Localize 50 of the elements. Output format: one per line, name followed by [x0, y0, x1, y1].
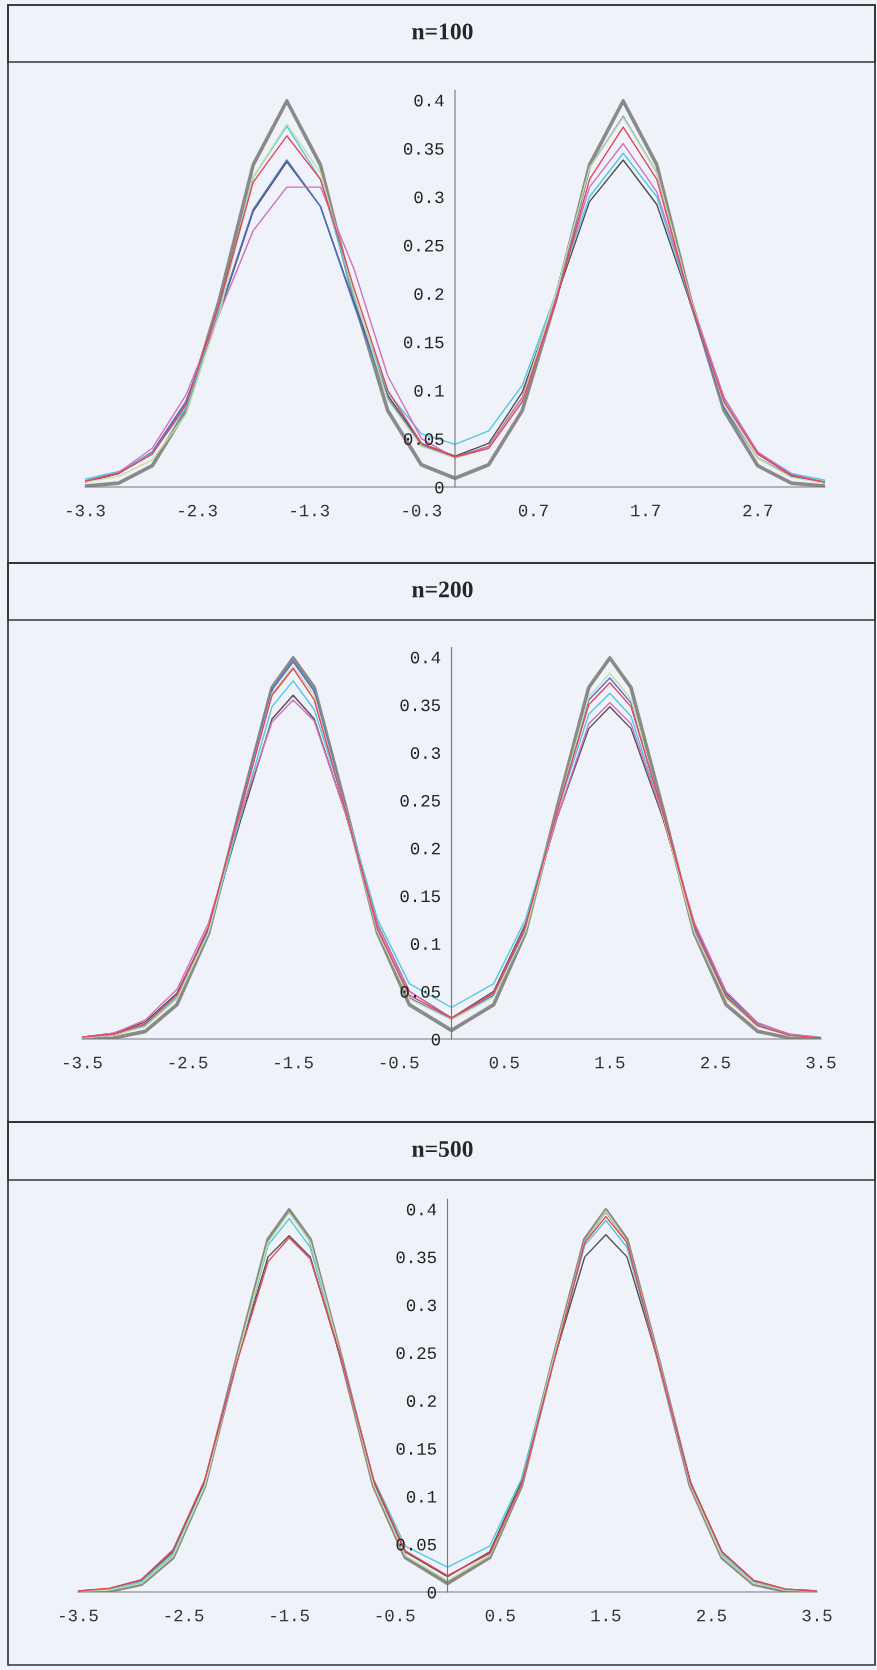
chart-title: n=200 — [412, 581, 473, 598]
y-tick-label: 0.15 — [400, 890, 440, 903]
x-tick-label: 1.5 — [595, 1056, 625, 1069]
x-tick-label: 3.5 — [802, 1609, 832, 1622]
chart-title: n=500 — [412, 1140, 473, 1157]
x-tick-label: -1.3 — [291, 504, 329, 517]
y-tick-label: 0.1 — [414, 384, 444, 397]
x-tick-label: 1.5 — [591, 1609, 621, 1622]
y-tick-label: 0.4 — [410, 651, 441, 664]
x-tick-label: -3.5 — [59, 1609, 98, 1622]
y-tick-label: 0.25 — [396, 1347, 436, 1360]
x-tick-label: 3.5 — [806, 1056, 836, 1069]
x-tick-label: 2.5 — [697, 1609, 726, 1622]
y-tick-label: 0.3 — [406, 1299, 436, 1312]
x-tick-label: -1.5 — [271, 1609, 309, 1622]
x-tick-label: -2.5 — [165, 1609, 204, 1622]
y-tick-label: 0.3 — [410, 747, 440, 759]
x-tick-label: -3.5 — [63, 1056, 102, 1069]
y-tick-label: 0.1 — [406, 1490, 437, 1503]
y-tick-label: 0.1 — [410, 938, 441, 950]
x-tick-label: 1.7 — [631, 504, 660, 517]
y-tick-label: 0.25 — [403, 239, 444, 252]
y-tick-label: 0 — [427, 1586, 437, 1599]
x-tick-label: -0.3 — [403, 504, 442, 517]
x-tick-label: -3.3 — [66, 504, 105, 517]
x-tick-label: 2.7 — [743, 504, 772, 517]
y-tick-label: 0.15 — [396, 1443, 436, 1455]
y-tick-label: 0.2 — [410, 842, 440, 855]
chart-title: n=100 — [412, 23, 473, 40]
x-tick-label: 0.5 — [489, 1056, 519, 1069]
x-tick-label: -0.5 — [376, 1609, 415, 1622]
y-tick-label: 0.15 — [403, 336, 444, 349]
y-tick-label: 0.2 — [406, 1395, 436, 1407]
y-tick-label: 0.4 — [406, 1203, 437, 1216]
x-tick-label: 0.7 — [518, 504, 548, 517]
y-tick-label: 0.3 — [414, 191, 444, 204]
x-tick-label: -0.5 — [380, 1056, 419, 1069]
y-tick-label: 0.25 — [400, 794, 440, 807]
y-tick-label: 0.35 — [396, 1251, 436, 1264]
x-tick-label: -2.3 — [179, 504, 217, 517]
y-tick-label: 0.35 — [403, 143, 444, 155]
y-tick-label: 0.2 — [414, 288, 444, 300]
x-tick-label: 2.5 — [701, 1056, 730, 1069]
y-tick-label: 0.4 — [414, 94, 444, 107]
x-tick-label: -1.5 — [275, 1056, 313, 1069]
y-tick-label: 0.35 — [400, 699, 440, 712]
y-tick-label: 0 — [431, 1033, 441, 1046]
x-tick-label: 0.5 — [485, 1609, 515, 1622]
y-tick-label: 0 — [435, 481, 444, 494]
x-tick-label: -2.5 — [169, 1056, 208, 1069]
